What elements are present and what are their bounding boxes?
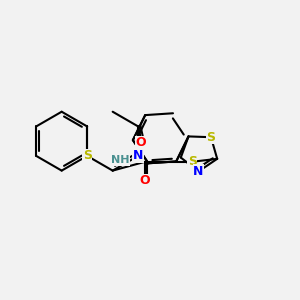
Text: O: O — [140, 174, 150, 188]
Text: S: S — [206, 131, 215, 144]
Text: N: N — [194, 165, 204, 178]
Text: N: N — [133, 149, 143, 162]
Text: S: S — [83, 149, 92, 162]
Text: O: O — [136, 136, 146, 149]
Text: NH: NH — [111, 155, 129, 165]
Text: S: S — [188, 155, 197, 168]
